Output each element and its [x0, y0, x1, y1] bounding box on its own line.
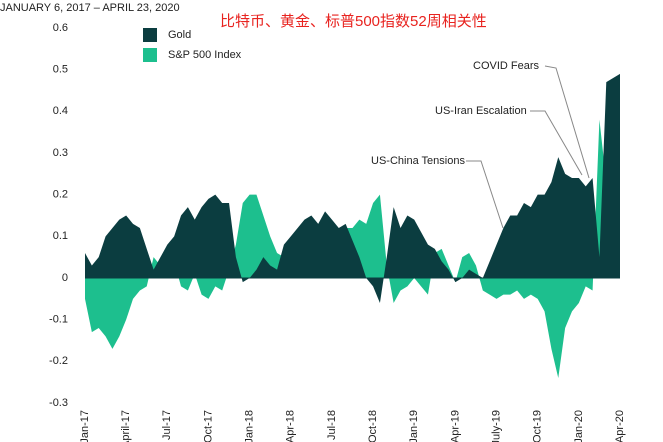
y-tick-label: 0.6 [53, 22, 68, 34]
x-tick-label: April-17 [120, 410, 132, 442]
y-tick-label: 0.4 [53, 105, 68, 117]
x-tick-label: Oct-17 [202, 410, 214, 442]
annotation-line [466, 160, 504, 229]
x-tick-label: Jan-17 [79, 410, 91, 442]
x-tick-label: July-19 [490, 410, 502, 442]
y-tick-label: 0.2 [53, 189, 68, 201]
x-tick-label: Jan-18 [244, 410, 256, 442]
annotation: US-Iran Escalation [435, 105, 527, 117]
x-tick-label: Oct-18 [367, 410, 379, 442]
x-tick-label: Apr-20 [614, 410, 626, 442]
chart-title: JANUARY 6, 2017 – APRIL 23, 2020 [0, 2, 180, 14]
y-tick-label: 0.3 [53, 147, 68, 159]
x-tick-label: Jul-17 [161, 410, 173, 440]
y-tick-label: -0.2 [49, 355, 68, 367]
y-tick-label: -0.1 [49, 314, 68, 326]
x-tick-label: Apr-19 [449, 410, 461, 442]
y-tick-label: -0.3 [49, 397, 68, 409]
y-tick-label: 0 [62, 272, 68, 284]
annotation: US-China Tensions [371, 155, 465, 167]
annotation: COVID Fears [473, 60, 540, 72]
legend-swatch [143, 48, 157, 62]
annotation-line [544, 65, 590, 179]
y-tick-label: 0.5 [53, 64, 68, 76]
x-tick-label: Apr-18 [285, 410, 297, 442]
x-tick-label: Jan-20 [573, 410, 585, 442]
x-tick-label: Jan-19 [408, 410, 420, 442]
y-tick-label: 0.1 [53, 230, 68, 242]
chart-subtitle: 比特币、黄金、标普500指数52周相关性 [220, 13, 487, 30]
x-tick-label: Jul-18 [326, 410, 338, 440]
legend-label: S&P 500 Index [168, 49, 242, 61]
x-tick-label: Oct-19 [532, 410, 544, 442]
legend-label: Gold [168, 29, 191, 41]
annotation-line [530, 110, 583, 176]
legend-swatch [143, 28, 157, 42]
area [85, 73, 620, 303]
